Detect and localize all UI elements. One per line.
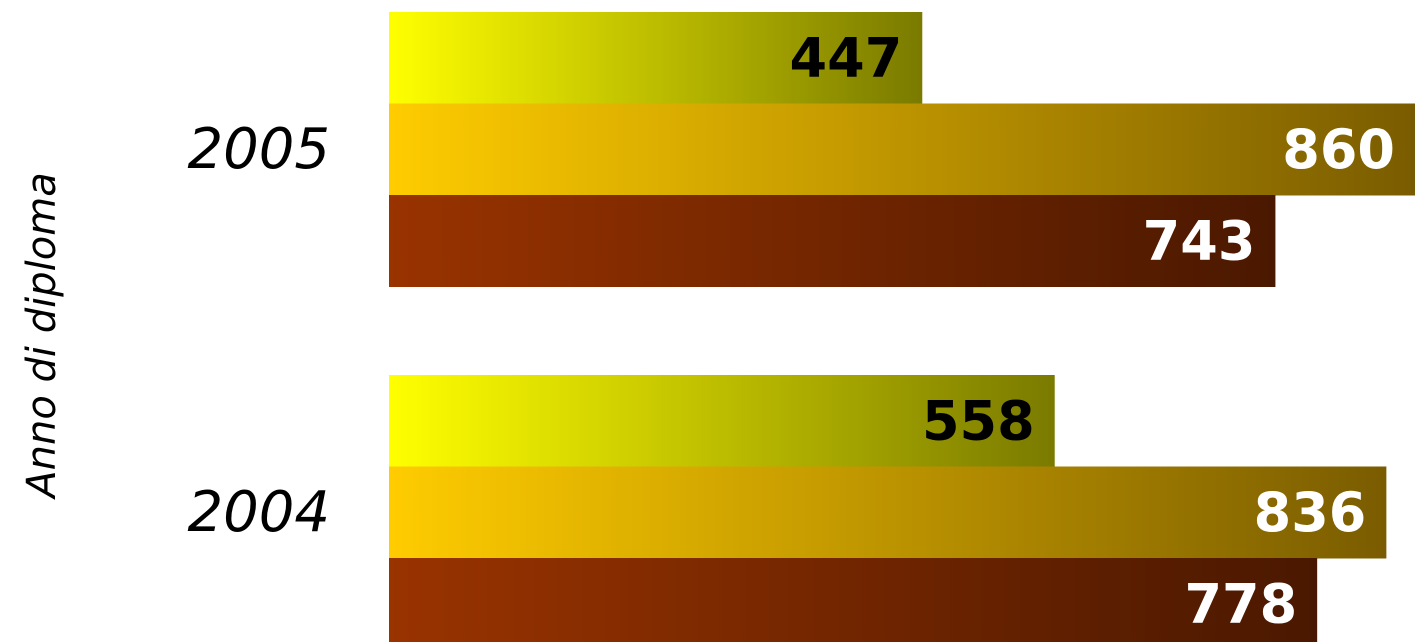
category-label-2005: 2005 bbox=[187, 117, 330, 182]
bar-2005-series-1 bbox=[389, 12, 923, 104]
bar-2004-series-3 bbox=[389, 558, 1318, 642]
bar-2005-series-2 bbox=[389, 103, 1415, 196]
category-labels: 2005 2004 bbox=[187, 117, 330, 545]
value-label-2004-series-3: 778 bbox=[1184, 572, 1297, 635]
value-label-2004-series-2: 836 bbox=[1254, 481, 1367, 544]
category-label-2004: 2004 bbox=[187, 480, 330, 545]
value-labels: 447 860 743 558 836 778 bbox=[790, 26, 1395, 635]
value-label-2005-series-2: 860 bbox=[1282, 118, 1395, 181]
value-label-2004-series-1: 558 bbox=[922, 389, 1035, 452]
bars bbox=[389, 12, 1415, 642]
value-label-2005-series-3: 743 bbox=[1143, 209, 1256, 272]
y-axis-label: Anno di diploma bbox=[19, 172, 65, 500]
bar-2005-series-3 bbox=[389, 195, 1276, 287]
bar-2004-series-2 bbox=[389, 466, 1387, 559]
bar-2004-series-1 bbox=[389, 375, 1055, 467]
value-label-2005-series-1: 447 bbox=[790, 26, 903, 89]
